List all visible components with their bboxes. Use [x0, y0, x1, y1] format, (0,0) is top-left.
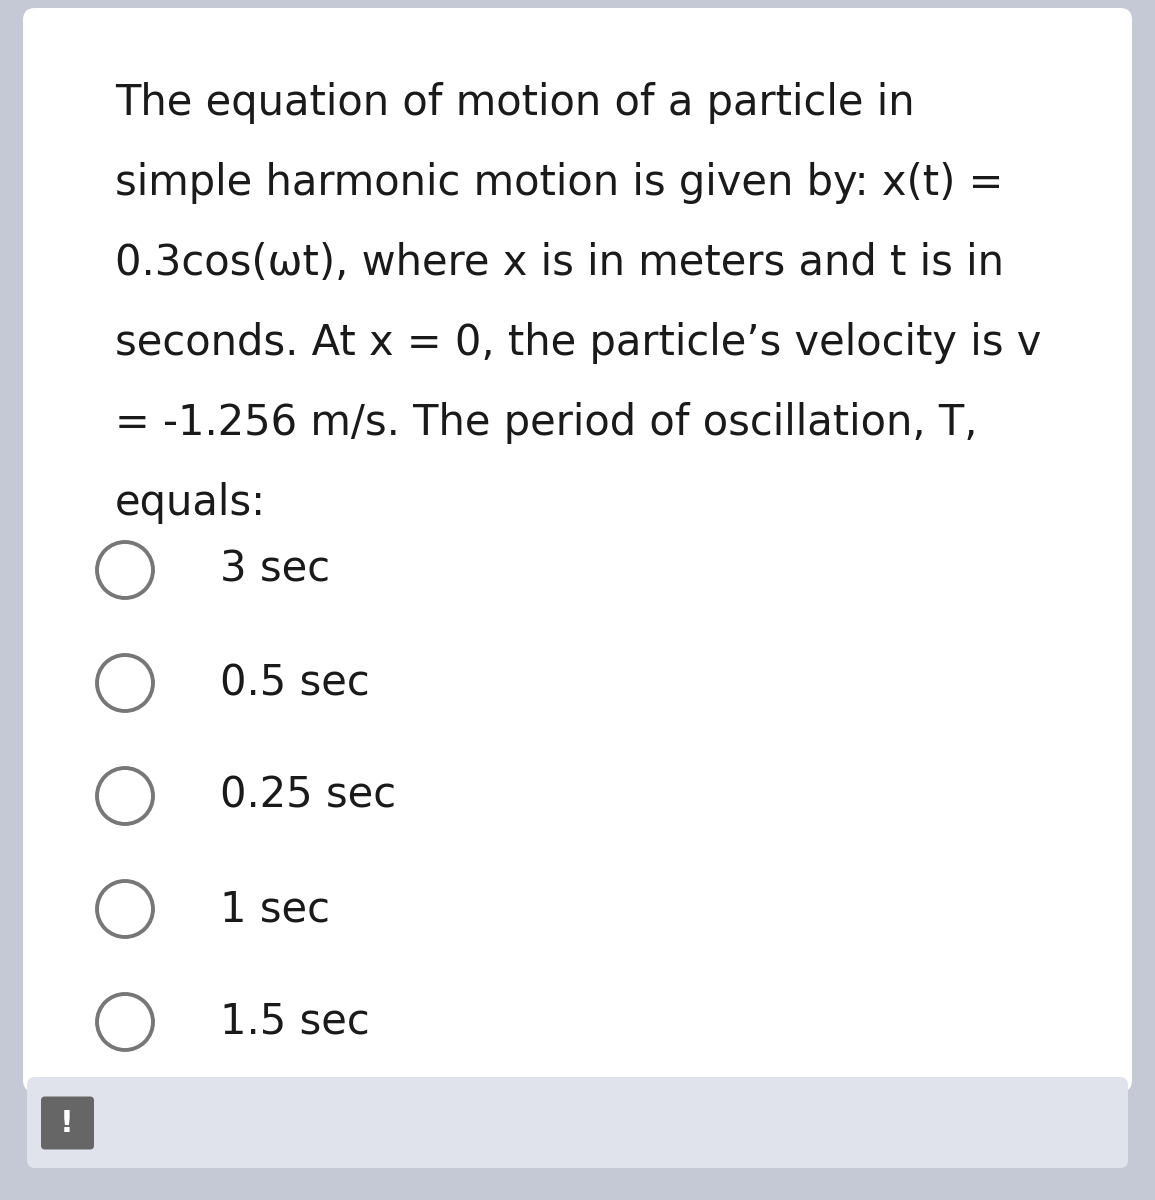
Text: The equation of motion of a particle in: The equation of motion of a particle in: [116, 82, 915, 124]
Text: 1 sec: 1 sec: [219, 888, 330, 930]
Text: 0.25 sec: 0.25 sec: [219, 775, 396, 817]
Text: seconds. At x = 0, the particle’s velocity is v: seconds. At x = 0, the particle’s veloci…: [116, 322, 1042, 364]
Text: 1.5 sec: 1.5 sec: [219, 1001, 370, 1043]
Text: = -1.256 m/s. The period of oscillation, T,: = -1.256 m/s. The period of oscillation,…: [116, 402, 977, 444]
Circle shape: [97, 542, 152, 598]
FancyBboxPatch shape: [40, 1097, 94, 1150]
Text: !: !: [60, 1109, 74, 1138]
Text: 0.3cos(ωt), where x is in meters and t is in: 0.3cos(ωt), where x is in meters and t i…: [116, 242, 1004, 284]
FancyBboxPatch shape: [27, 1078, 1128, 1168]
Circle shape: [97, 768, 152, 824]
Text: simple harmonic motion is given by: x(t) =: simple harmonic motion is given by: x(t)…: [116, 162, 1004, 204]
FancyBboxPatch shape: [23, 8, 1132, 1092]
Text: 0.5 sec: 0.5 sec: [219, 662, 370, 704]
Circle shape: [97, 655, 152, 710]
Circle shape: [97, 994, 152, 1050]
Text: equals:: equals:: [116, 482, 266, 524]
Text: 3 sec: 3 sec: [219, 550, 330, 590]
Circle shape: [97, 881, 152, 937]
